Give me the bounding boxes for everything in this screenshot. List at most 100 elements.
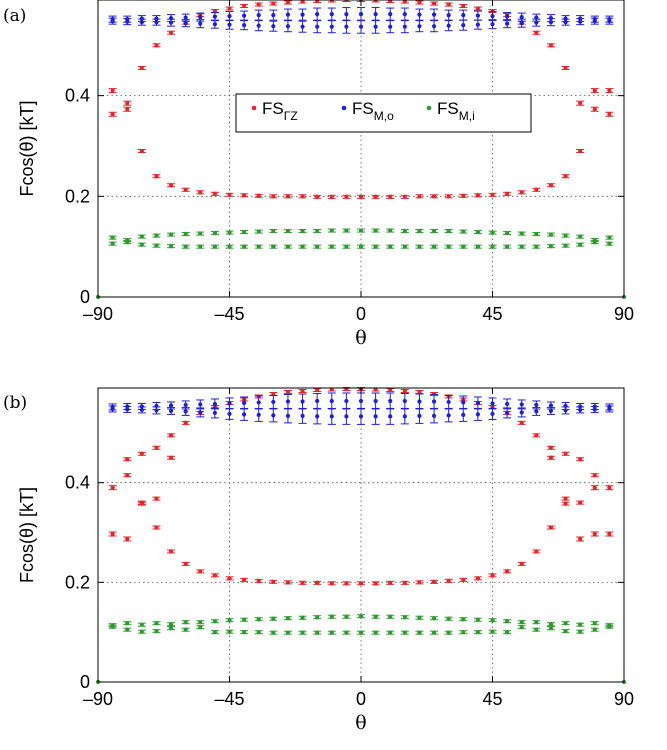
- data-marker: [125, 101, 130, 106]
- data-point: [152, 233, 161, 238]
- data-marker: [461, 412, 466, 418]
- data-point: [225, 576, 234, 581]
- data-point: [430, 194, 439, 199]
- data-point: [546, 232, 555, 237]
- data-marker: [475, 244, 480, 249]
- data-marker: [373, 630, 378, 635]
- data-marker: [315, 615, 320, 620]
- data-point: [517, 561, 526, 567]
- y-tick-label: 0.4: [65, 473, 90, 493]
- data-point: [444, 2, 453, 7]
- data-point: [181, 187, 190, 192]
- data-point: [444, 228, 453, 234]
- data-point: [167, 549, 176, 554]
- data-point: [269, 579, 278, 584]
- data-marker: [548, 183, 554, 188]
- data-point: [210, 573, 219, 578]
- data-point: [444, 578, 453, 583]
- data-point: [313, 408, 322, 425]
- data-point: [517, 625, 526, 630]
- data-marker: [212, 401, 217, 407]
- data-point: [576, 100, 585, 106]
- data-marker: [578, 629, 583, 634]
- data-marker: [315, 398, 320, 404]
- data-marker: [563, 621, 568, 626]
- data-marker: [256, 2, 261, 7]
- data-marker: [344, 0, 349, 3]
- data-marker: [212, 573, 217, 578]
- x-tick-label: –45: [214, 304, 244, 324]
- data-point: [473, 630, 482, 635]
- data-marker: [592, 485, 597, 490]
- data-point: [313, 7, 322, 21]
- data-marker: [125, 627, 130, 632]
- data-marker: [490, 22, 495, 27]
- data-marker: [183, 420, 188, 425]
- data-point: [283, 0, 292, 5]
- data-point: [167, 18, 176, 27]
- data-marker: [183, 244, 188, 249]
- data-point: [327, 7, 336, 21]
- data-point: [503, 630, 512, 635]
- data-point: [561, 621, 570, 626]
- data-point: [415, 615, 424, 620]
- data-marker: [344, 24, 349, 29]
- data-marker: [446, 616, 451, 621]
- data-marker: [548, 403, 554, 408]
- data-marker: [505, 569, 510, 574]
- data-point: [123, 100, 132, 106]
- data-point: [444, 244, 453, 249]
- data-point: [576, 622, 585, 627]
- data-point: [488, 618, 497, 623]
- data-marker: [256, 193, 261, 198]
- data-marker: [402, 615, 407, 620]
- data-point: [459, 3, 468, 9]
- data-point: [473, 10, 482, 21]
- data-marker: [183, 402, 188, 408]
- data-marker: [402, 11, 407, 17]
- data-marker: [548, 408, 554, 414]
- data-point: [327, 244, 336, 249]
- data-point: [473, 229, 482, 235]
- data-marker: [300, 244, 305, 249]
- data-marker: [548, 43, 554, 48]
- data-point: [430, 8, 439, 21]
- data-marker: [417, 399, 422, 404]
- data-marker: [402, 388, 407, 394]
- data-point: [605, 111, 614, 117]
- data-marker: [212, 244, 217, 249]
- data-point: [386, 630, 395, 635]
- data-marker: [329, 581, 334, 586]
- data-marker: [548, 455, 554, 460]
- data-marker: [490, 411, 495, 417]
- data-point: [503, 407, 512, 419]
- data-marker: [168, 232, 174, 237]
- data-marker: [534, 20, 539, 25]
- data-point: [415, 20, 424, 33]
- data-marker: [110, 406, 115, 412]
- x-tick-label: 0: [356, 689, 366, 709]
- data-marker: [198, 625, 203, 630]
- data-point: [459, 630, 468, 635]
- panel-a-ylabel: Fcos(θ) [kT]: [17, 100, 37, 196]
- data-point: [590, 485, 599, 491]
- data-marker: [417, 194, 422, 199]
- panel-b-label: (b): [3, 393, 27, 413]
- data-marker: [198, 21, 203, 26]
- data-marker: [505, 244, 510, 249]
- data-point: [342, 244, 351, 249]
- data-point: [123, 405, 132, 413]
- data-marker: [607, 19, 612, 24]
- data-marker: [475, 400, 480, 406]
- data-marker: [212, 22, 217, 27]
- data-marker: [315, 387, 320, 393]
- data-marker: [417, 0, 422, 5]
- data-marker: [373, 398, 378, 404]
- data-marker: [578, 536, 583, 542]
- data-marker: [344, 630, 349, 635]
- data-marker: [125, 107, 130, 112]
- data-marker: [154, 629, 159, 634]
- data-marker: [198, 402, 203, 407]
- data-point: [254, 2, 263, 7]
- data-point: [459, 229, 468, 234]
